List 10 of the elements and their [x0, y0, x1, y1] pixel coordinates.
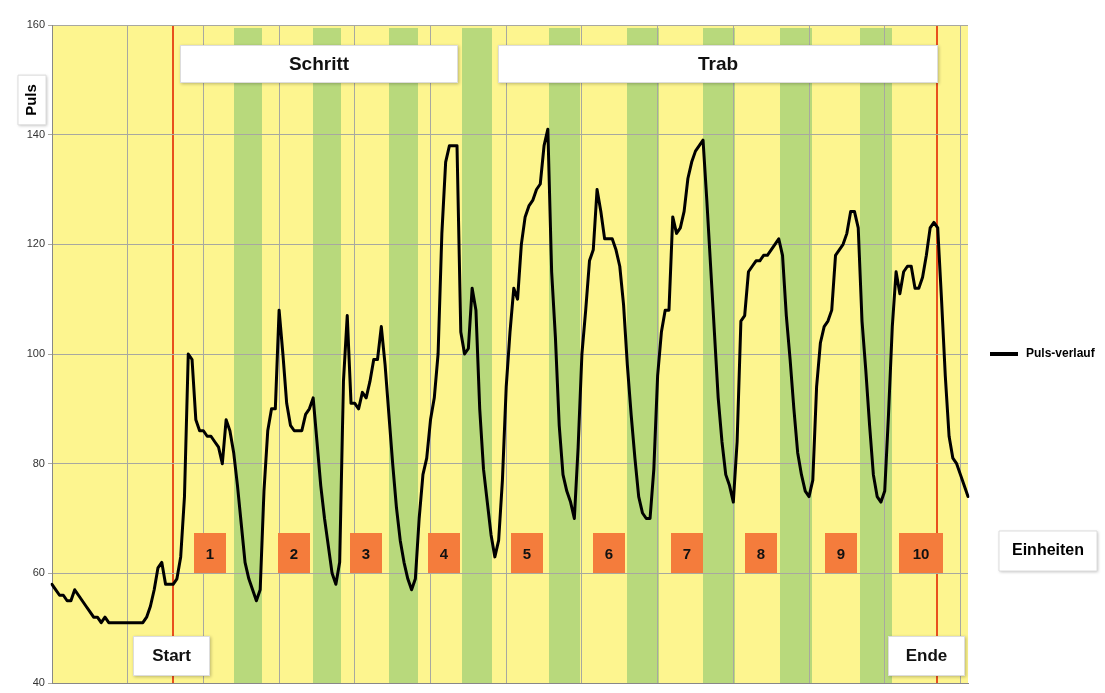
y-tick-label: 140	[26, 127, 45, 140]
y-tick-label: 100	[26, 347, 45, 360]
y-tick-label: 80	[32, 456, 45, 469]
y-tick-label: 120	[26, 237, 45, 250]
y-tick-label: 60	[32, 566, 45, 579]
y-tick-label: 40	[32, 676, 45, 689]
y-tick-label: 160	[26, 18, 45, 31]
legend-label: Puls-verlauf	[1026, 346, 1096, 361]
y-axis-title: Puls	[22, 84, 40, 116]
x-axis-title: Einheiten	[1011, 541, 1084, 559]
